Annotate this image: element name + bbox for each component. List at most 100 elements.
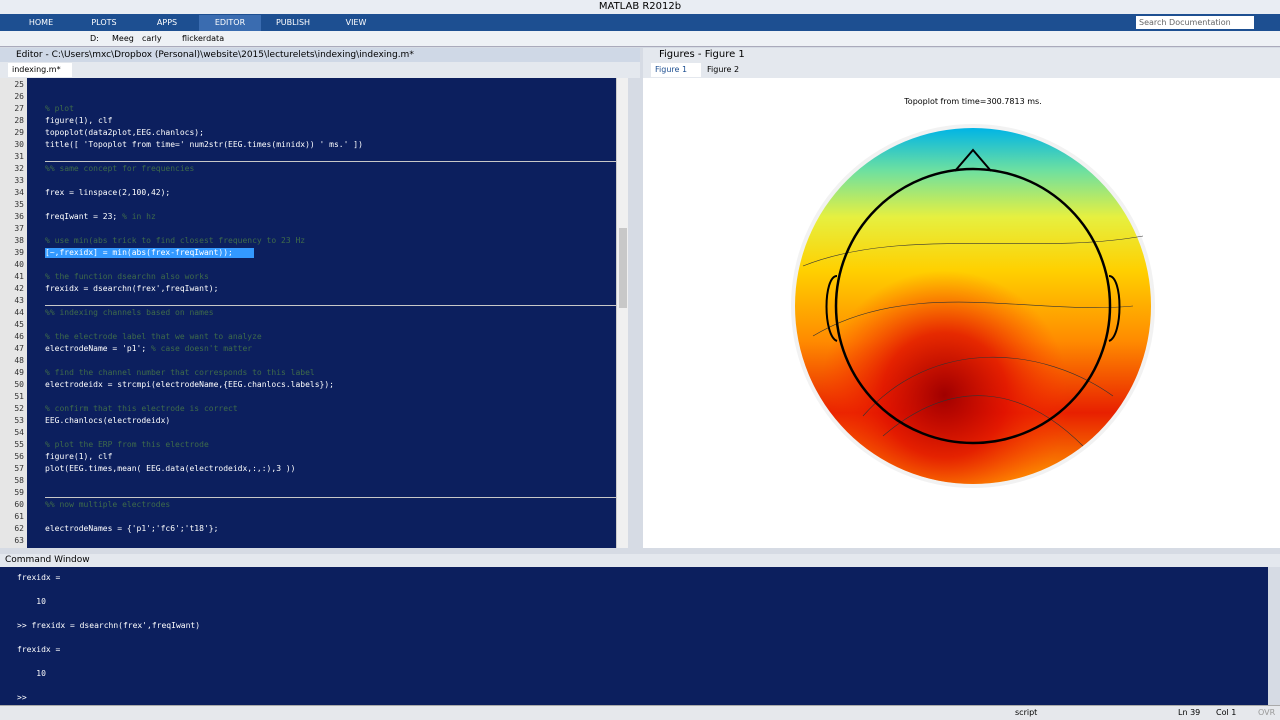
path-segment[interactable]: carly <box>142 34 162 43</box>
search-box[interactable]: Search Documentation <box>1136 16 1254 29</box>
figure-tab[interactable]: Figure 2 <box>707 65 740 74</box>
code-line: [~,frexidx] = min(abs(frex-freqIwant)); <box>45 248 233 257</box>
code-line: EEG.chanlocs(electrodeidx) <box>45 416 171 425</box>
path-bar: D: Meeg carly flickerdata <box>0 31 1280 47</box>
line-number: 40 <box>14 260 24 269</box>
path-segment[interactable]: Meeg <box>112 34 134 43</box>
ribbon-tab[interactable]: APPS <box>156 18 178 27</box>
nose <box>954 148 992 172</box>
line-number: 35 <box>14 200 24 209</box>
line-number: 58 <box>14 476 24 485</box>
line-number: 52 <box>14 404 24 413</box>
cmd-line: frexidx = <box>17 573 61 582</box>
contours <box>802 235 1144 447</box>
cmd-line: frexidx = <box>17 645 61 654</box>
code-line: % confirm that this electrode is correct <box>45 404 238 413</box>
code-line: % use min(abs trick to find closest freq… <box>45 236 306 245</box>
figure-tabs: Figure 1 Figure 2 <box>643 62 1280 78</box>
line-number: 63 <box>14 536 24 545</box>
code-line: electrodeNames = {'p1';'fc6';'t18'}; <box>45 524 219 533</box>
code-line: % find the channel number that correspon… <box>45 368 315 377</box>
line-number: 53 <box>14 416 24 425</box>
cell-divider <box>45 497 616 498</box>
cmd-line: 10 <box>17 597 46 606</box>
cmd-prompt: >> <box>17 693 27 702</box>
line-number: 62 <box>14 524 24 533</box>
path-segment[interactable]: D: <box>90 34 99 43</box>
scroll-thumb[interactable] <box>619 228 627 308</box>
code-line: title([ 'Topoplot from time=' num2str(EE… <box>45 140 363 149</box>
cmd-title: Command Window <box>5 555 90 565</box>
code-line: frex = linspace(2,100,42); <box>45 188 171 197</box>
scrollbar[interactable] <box>616 78 628 548</box>
figure-area: Topoplot from time=300.7813 ms. <box>643 78 1280 548</box>
command-window[interactable]: frexidx = 10 >> frexidx = dsearchn(frex',… <box>0 567 1268 705</box>
status-col: Col 1 <box>1216 708 1237 717</box>
line-number: 27 <box>14 104 24 113</box>
ribbon-tab[interactable]: HOME <box>28 18 54 27</box>
selection <box>45 248 254 258</box>
plot-title: Topoplot from time=300.7813 ms. <box>643 97 1280 106</box>
line-number: 31 <box>14 152 24 161</box>
line-number: 32 <box>14 164 24 173</box>
line-number: 48 <box>14 356 24 365</box>
tab-label: indexing.m* <box>12 65 61 74</box>
line-number: 28 <box>14 116 24 125</box>
gutter <box>0 78 27 548</box>
line-number: 25 <box>14 80 24 89</box>
status-ln: Ln 39 <box>1178 708 1201 717</box>
line-number: 26 <box>14 92 24 101</box>
path-segment[interactable]: flickerdata <box>182 34 225 43</box>
title-bar: MATLAB R2012b <box>0 0 1280 14</box>
line-number: 47 <box>14 344 24 353</box>
figures-title: Figures - Figure 1 <box>659 49 745 60</box>
status-ovr: OVR <box>1258 708 1276 717</box>
code-area[interactable]: 25 26 27 28 29 30 31 32 33 34 35 36 37 38 39 40 41 42 43 44… <box>0 78 616 548</box>
search-placeholder: Search Documentation <box>1139 18 1231 27</box>
line-number: 51 <box>14 392 24 401</box>
line-number: 44 <box>14 308 24 317</box>
plot-title-text: Topoplot from time=300.7813 ms. <box>904 97 1042 106</box>
code-line: frexidx = dsearchn(frex',freqIwant); <box>45 284 219 293</box>
line-number: 60 <box>14 500 24 509</box>
code-line: electrodeName = 'p1'; % case doesn't mat… <box>45 344 253 353</box>
code-line: %% same concept for frequencies <box>45 164 195 173</box>
cell-divider <box>45 305 616 306</box>
head-outline <box>834 167 1112 445</box>
status-mode: script <box>1015 708 1038 717</box>
line-number: 57 <box>14 464 24 473</box>
scalp-hotspot <box>795 128 1151 484</box>
line-number: 49 <box>14 368 24 377</box>
cmd-header: Command Window <box>0 554 1280 567</box>
line-number: 42 <box>14 284 24 293</box>
line-number: 39 <box>14 248 24 257</box>
ribbon-tab[interactable]: EDITOR <box>199 15 261 31</box>
line-number: 54 <box>14 428 24 437</box>
code-line: electrodeidx = strcmpi(electrodeName,{EE… <box>45 380 334 389</box>
editor-tabs: indexing.m* <box>0 62 640 78</box>
line-number: 56 <box>14 452 24 461</box>
code-line: figure(1), clf <box>45 452 113 461</box>
line-number: 45 <box>14 320 24 329</box>
figure-tab[interactable]: Figure 1 <box>651 63 701 77</box>
code-line: freqIwant = 23; % in hz <box>45 212 156 221</box>
ribbon-tab[interactable]: PLOTS <box>91 18 117 27</box>
line-number: 30 <box>14 140 24 149</box>
ribbon-tab[interactable]: VIEW <box>345 18 367 27</box>
ribbon-tab[interactable]: PUBLISH <box>275 18 311 27</box>
cell-divider <box>45 161 616 162</box>
line-number: 50 <box>14 380 24 389</box>
code-line: % plot the ERP from this electrode <box>45 440 209 449</box>
line-number: 36 <box>14 212 24 221</box>
line-number: 37 <box>14 224 24 233</box>
cmd-line: >> frexidx = dsearchn(frex',freqIwant) <box>17 621 201 630</box>
window-title: MATLAB R2012b <box>598 1 682 12</box>
code-line: %% indexing channels based on names <box>45 308 214 317</box>
status-bar: script Ln 39 Col 1 OVR <box>0 705 1280 720</box>
editor-tab[interactable]: indexing.m* <box>8 63 72 77</box>
cmd-line: 10 <box>17 669 46 678</box>
line-number: 41 <box>14 272 24 281</box>
figures-header: Figures - Figure 1 <box>643 48 1280 62</box>
ears <box>825 275 1121 342</box>
